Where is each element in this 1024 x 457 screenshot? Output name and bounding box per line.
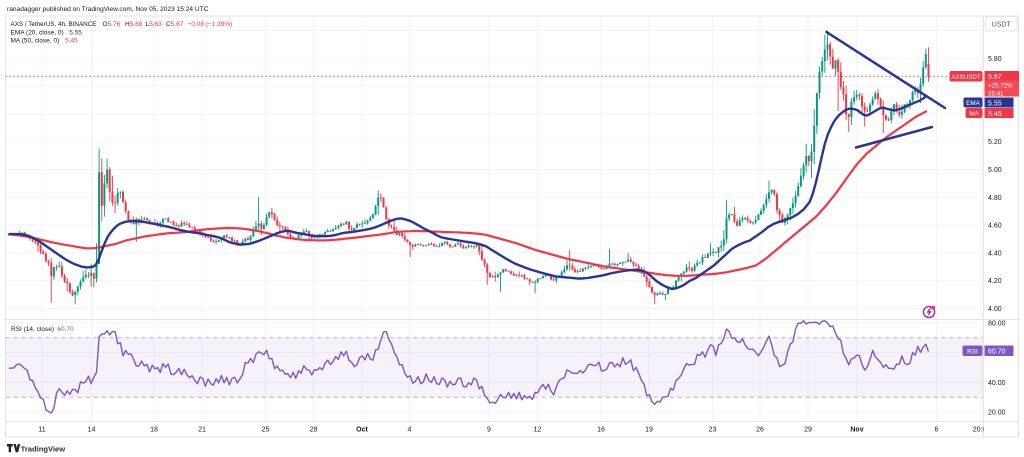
svg-text:O5.76: O5.76 xyxy=(103,21,121,28)
svg-text:40.00: 40.00 xyxy=(988,380,1006,387)
svg-text:5.20: 5.20 xyxy=(988,139,1002,146)
svg-text:H5.88: H5.88 xyxy=(125,21,143,28)
svg-text:5.45: 5.45 xyxy=(988,111,1002,118)
svg-text:6: 6 xyxy=(935,427,939,434)
svg-text:MA (50, close, 0): MA (50, close, 0) xyxy=(11,38,60,45)
svg-text:Oct: Oct xyxy=(356,427,368,434)
svg-text:−0.08 (−1.39%): −0.08 (−1.39%) xyxy=(188,21,233,28)
svg-text:5.55: 5.55 xyxy=(69,29,82,36)
svg-text:5.45: 5.45 xyxy=(65,38,78,45)
svg-text:RSI: RSI xyxy=(967,348,978,355)
svg-text:19: 19 xyxy=(645,427,653,434)
svg-text:5.55: 5.55 xyxy=(988,100,1002,107)
svg-text:4.00: 4.00 xyxy=(988,306,1002,313)
svg-text:11: 11 xyxy=(38,427,45,434)
svg-text:4.20: 4.20 xyxy=(988,278,1002,285)
svg-text:Nov: Nov xyxy=(850,427,863,434)
svg-text:TradingView: TradingView xyxy=(21,445,66,454)
svg-text:21: 21 xyxy=(198,427,206,434)
svg-text:C5.67: C5.67 xyxy=(166,21,184,28)
svg-text:23: 23 xyxy=(709,427,717,434)
svg-text:18: 18 xyxy=(150,427,158,434)
svg-text:35:41: 35:41 xyxy=(988,90,1004,97)
svg-text:EMA (20, close, 0): EMA (20, close, 0) xyxy=(11,29,64,36)
svg-text:9: 9 xyxy=(487,427,491,434)
svg-text:4.40: 4.40 xyxy=(988,250,1002,257)
svg-text:USDT: USDT xyxy=(992,22,1012,29)
svg-text:AXS / TetherUS, 4h, BINANCE: AXS / TetherUS, 4h, BINANCE xyxy=(11,21,97,28)
svg-text:RSI (14, close): RSI (14, close) xyxy=(11,326,54,333)
svg-text:60.70: 60.70 xyxy=(57,326,74,333)
svg-text:25: 25 xyxy=(262,427,270,434)
svg-text:20:00: 20:00 xyxy=(973,427,991,434)
svg-text:5.80: 5.80 xyxy=(988,56,1002,63)
svg-text:20.00: 20.00 xyxy=(988,410,1006,417)
svg-text:12: 12 xyxy=(534,427,542,434)
svg-text:AXSUSDT: AXSUSDT xyxy=(951,74,980,81)
svg-text:5.00: 5.00 xyxy=(988,167,1002,174)
svg-text:4.60: 4.60 xyxy=(988,223,1002,230)
svg-text:L5.63: L5.63 xyxy=(146,21,163,28)
svg-text:29: 29 xyxy=(804,427,812,434)
svg-text:26: 26 xyxy=(756,427,764,434)
svg-text:4.80: 4.80 xyxy=(988,195,1002,202)
svg-text:80.00: 80.00 xyxy=(988,320,1006,327)
svg-text:28: 28 xyxy=(310,427,318,434)
svg-text:+25.72%: +25.72% xyxy=(988,83,1013,90)
svg-text:16: 16 xyxy=(597,427,605,434)
svg-text:5.67: 5.67 xyxy=(988,74,1002,81)
svg-text:MA: MA xyxy=(969,111,979,118)
svg-text:ranadagger published on Tradin: ranadagger published on TradingView.com,… xyxy=(7,6,209,13)
svg-text:60.70: 60.70 xyxy=(988,349,1006,356)
svg-text:EMA: EMA xyxy=(966,100,981,107)
svg-text:14: 14 xyxy=(88,427,96,434)
svg-text:4: 4 xyxy=(408,427,412,434)
